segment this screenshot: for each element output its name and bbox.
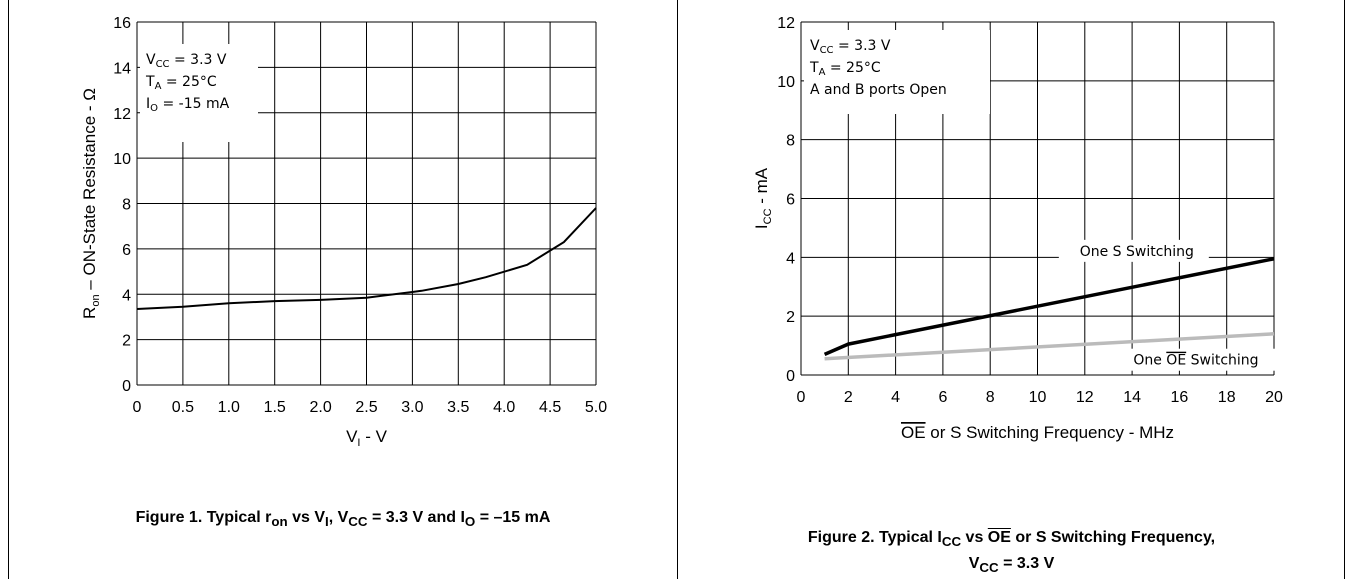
series-label-bg bbox=[1115, 348, 1276, 371]
y-tick-label: 4 bbox=[786, 250, 795, 267]
y-tick-label: 8 bbox=[122, 197, 131, 214]
annotation-box bbox=[140, 44, 258, 142]
y-tick-label: 2 bbox=[786, 309, 795, 326]
series-label-bg bbox=[1058, 239, 1209, 262]
y-axis-label: Ron – ON-State Resistance - Ω bbox=[80, 88, 102, 319]
x-tick-label: 1.5 bbox=[264, 399, 286, 416]
x-tick-label: 3.0 bbox=[401, 399, 423, 416]
figure-2-panel bbox=[678, 0, 1345, 579]
chart-2: 0 2 4 6 8 10 12 14 16 18 20 0 2 4 6 8 10 12 VCC = 3.3 V TA … bbox=[752, 15, 1283, 442]
series-label: One S Switching bbox=[1080, 244, 1194, 260]
x-tick-label: 4.0 bbox=[493, 399, 515, 416]
x-tick-label: 14 bbox=[1123, 389, 1141, 406]
annotation-line: TA = 25°C bbox=[809, 60, 881, 78]
series-label: One OE Switching bbox=[1133, 353, 1258, 369]
x-tick-label: 20 bbox=[1265, 389, 1283, 406]
y-tick-label: 8 bbox=[786, 133, 795, 150]
x-tick-label: 2.5 bbox=[355, 399, 377, 416]
x-tick-label: 6 bbox=[938, 389, 947, 406]
y-axis-label: ICC - mA bbox=[752, 167, 774, 229]
x-tick-label: 8 bbox=[986, 389, 995, 406]
x-tick-label: 5.0 bbox=[585, 399, 607, 416]
x-tick-label: 0.5 bbox=[172, 399, 194, 416]
annotation-line: IO = -15 mA bbox=[146, 96, 230, 114]
y-tick-label: 2 bbox=[122, 333, 131, 350]
x-tick-label: 2.0 bbox=[309, 399, 331, 416]
y-tick-label: 12 bbox=[777, 15, 795, 32]
y-tick-label: 4 bbox=[122, 287, 131, 304]
figure-1-panel bbox=[8, 0, 678, 579]
series-line-1 bbox=[823, 257, 1275, 357]
x-tick-label: 0 bbox=[133, 399, 142, 416]
y-tick-label: 14 bbox=[113, 60, 131, 77]
x-tick-label: 10 bbox=[1029, 389, 1047, 406]
y-tick-label: 6 bbox=[786, 192, 795, 209]
series-line-2 bbox=[824, 332, 1275, 361]
y-tick-label: 12 bbox=[113, 106, 131, 123]
annotation-line: VCC = 3.3 V bbox=[146, 52, 227, 70]
y-tick-label: 6 bbox=[122, 242, 131, 259]
annotation-box bbox=[804, 30, 990, 114]
annotation-line: A and B ports Open bbox=[810, 82, 947, 98]
annotation-line: VCC = 3.3 V bbox=[810, 38, 891, 56]
y-tick-label: 10 bbox=[777, 74, 795, 91]
figure-1-caption: Figure 1. Typical ron vs VI, VCC = 3.3 V… bbox=[135, 509, 551, 530]
x-axis-label: OE or S Switching Frequency - MHz bbox=[901, 423, 1174, 442]
x-axis-label: VI - V bbox=[346, 427, 388, 449]
x-tick-label: 4 bbox=[891, 389, 900, 406]
y-tick-label: 10 bbox=[113, 151, 131, 168]
series-line-1 bbox=[136, 207, 597, 310]
y-tick-label: 0 bbox=[786, 368, 795, 385]
annotation-line: TA = 25°C bbox=[145, 74, 217, 92]
y-tick-label: 0 bbox=[122, 378, 131, 395]
y-tick-label: 16 bbox=[113, 15, 131, 32]
x-tick-label: 18 bbox=[1218, 389, 1236, 406]
x-tick-label: 3.5 bbox=[447, 399, 469, 416]
x-tick-label: 16 bbox=[1171, 389, 1189, 406]
x-tick-label: 2 bbox=[844, 389, 853, 406]
x-tick-label: 0 bbox=[797, 389, 806, 406]
figure-2-caption: Figure 2. Typical ICC vs OE or S Switchi… bbox=[807, 529, 1216, 576]
x-tick-label: 1.0 bbox=[218, 399, 240, 416]
x-tick-label: 4.5 bbox=[539, 399, 561, 416]
x-tick-label: 12 bbox=[1076, 389, 1094, 406]
chart-1: 0 0.5 1.0 1.5 2.0 2.5 3.0 3.5 4.0 4.5 5.0 0 2 4 6 8 10 12… bbox=[80, 15, 607, 449]
